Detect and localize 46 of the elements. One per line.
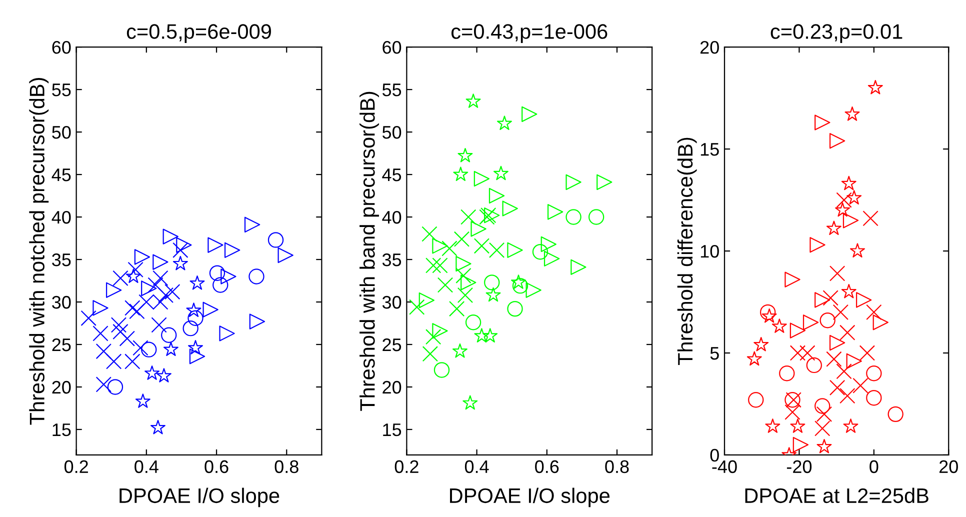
x-tick-label: 0.2 (64, 460, 88, 474)
y-tick-label: 10 (700, 244, 719, 258)
y-axis-title: Threshold with band precursor(dB) (360, 92, 379, 411)
x-axis-title: DPOAE at L2=25dB (745, 488, 928, 504)
y-tick-label: 50 (52, 126, 71, 139)
y-tick-label: 55 (52, 84, 71, 96)
y-tick-label: 40 (382, 210, 402, 224)
y-tick-label: 25 (52, 338, 71, 352)
y-tick-label: 15 (700, 143, 719, 156)
x-tick-label: 0.6 (204, 460, 228, 474)
y-tick-label: 50 (382, 126, 402, 139)
chart-title: c=0.5,p=6e-009 (126, 24, 271, 44)
y-tick-label: 30 (52, 296, 71, 309)
x-tick-label: 0.8 (605, 460, 629, 474)
x-tick-label: 20 (939, 460, 958, 474)
y-tick-label: 60 (52, 40, 71, 54)
x-tick-label: -40 (712, 460, 737, 474)
y-tick-label: 35 (382, 253, 402, 266)
x-tick-label: 0.2 (394, 460, 418, 474)
y-tick-label: 45 (382, 168, 402, 182)
x-tick-label: 0 (870, 460, 878, 474)
y-tick-label: 55 (382, 84, 402, 96)
x-tick-label: 0.4 (464, 460, 489, 474)
y-tick-label: 40 (52, 210, 71, 224)
y-tick-label: 25 (382, 338, 402, 352)
x-tick-label: -20 (786, 460, 812, 474)
y-tick-label: 20 (382, 380, 402, 394)
y-tick-label: 15 (52, 424, 71, 436)
y-axis-title: Threshold difference(dB) (677, 138, 697, 365)
chart-title: c=0.23,p=0.01 (770, 24, 902, 44)
y-tick-label: 30 (382, 296, 402, 309)
x-axis-title: DPOAE I/O slope (450, 488, 610, 508)
chart-title: c=0.43,p=1e-006 (451, 24, 608, 44)
y-tick-label: 60 (382, 40, 402, 54)
y-tick-label: 15 (383, 424, 402, 436)
y-tick-label: 20 (700, 40, 719, 54)
x-tick-label: 0.6 (535, 460, 559, 474)
y-tick-label: 0 (710, 448, 719, 462)
y-tick-label: 45 (52, 168, 71, 182)
y-tick-label: 35 (52, 253, 71, 266)
x-tick-label: 0.4 (134, 460, 158, 474)
y-tick-label: 5 (710, 347, 719, 360)
y-axis-title: Threshold with notched precursor(dB) (29, 78, 49, 425)
x-tick-label: 0.8 (274, 460, 298, 474)
x-axis-title: DPOAE I/O slope (120, 488, 280, 508)
y-tick-label: 20 (52, 380, 71, 394)
